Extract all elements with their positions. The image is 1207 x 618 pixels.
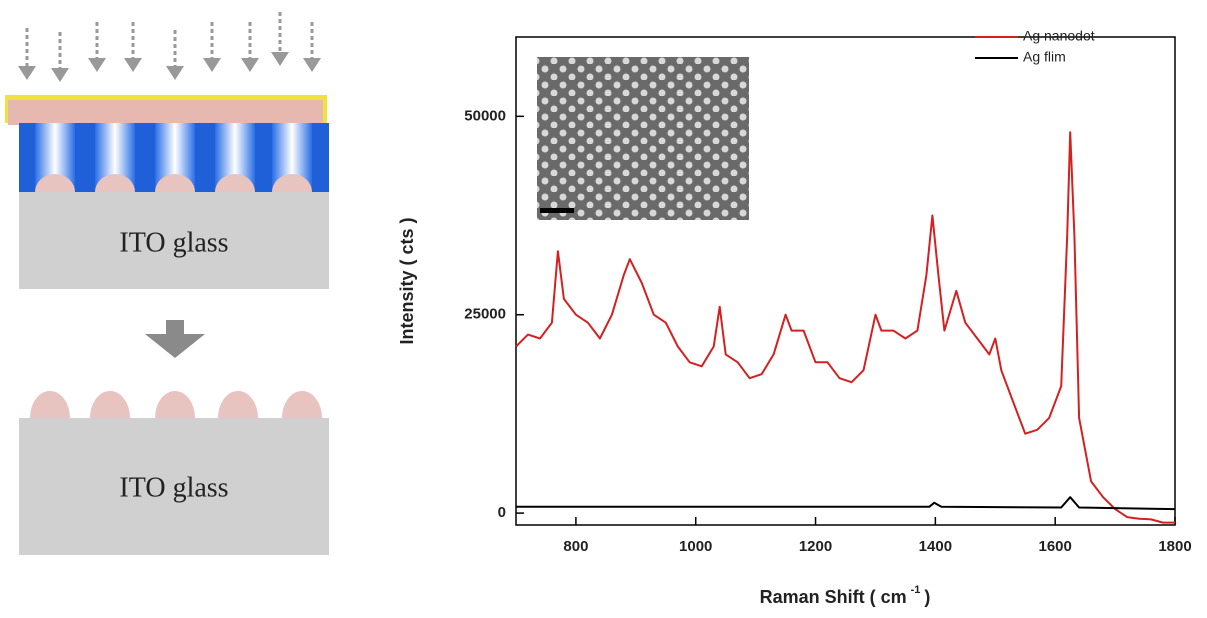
y-tick-label: 0 xyxy=(498,504,506,521)
process-diagram: ITO glass ITO glass xyxy=(5,12,329,555)
x-tick-label: 1600 xyxy=(1038,538,1071,555)
x-tick-label: 1200 xyxy=(799,538,832,555)
substrate-label: ITO glass xyxy=(119,227,228,258)
y-tick-label: 25000 xyxy=(464,306,506,323)
y-axis-label: Intensity ( cts ) xyxy=(397,217,417,344)
series-line xyxy=(516,496,1176,511)
x-tick-label: 1400 xyxy=(919,538,952,555)
inset-image xyxy=(537,57,749,220)
plot-frame xyxy=(515,36,1176,526)
substrate-label: ITO glass xyxy=(119,472,228,503)
x-axis-label-text: Raman Shift ( cm xyxy=(760,587,907,607)
y-tick-label: 50000 xyxy=(464,107,506,124)
legend-label: Ag nanodot xyxy=(1023,28,1095,44)
x-tick-label: 1000 xyxy=(679,538,712,555)
plot: Ag nanodot Ag flim Intensity ( cts ) Ram… xyxy=(397,28,1176,607)
series-line xyxy=(515,131,1175,524)
x-axis-label-end: ) xyxy=(924,587,930,607)
legend-label: Ag flim xyxy=(1023,49,1066,65)
x-axis-label: Raman Shift ( cm -1) xyxy=(760,584,931,607)
x-tick-label: 1800 xyxy=(1158,538,1191,555)
x-axis-label-sup: -1 xyxy=(911,584,921,596)
x-tick-label: 800 xyxy=(563,538,588,555)
